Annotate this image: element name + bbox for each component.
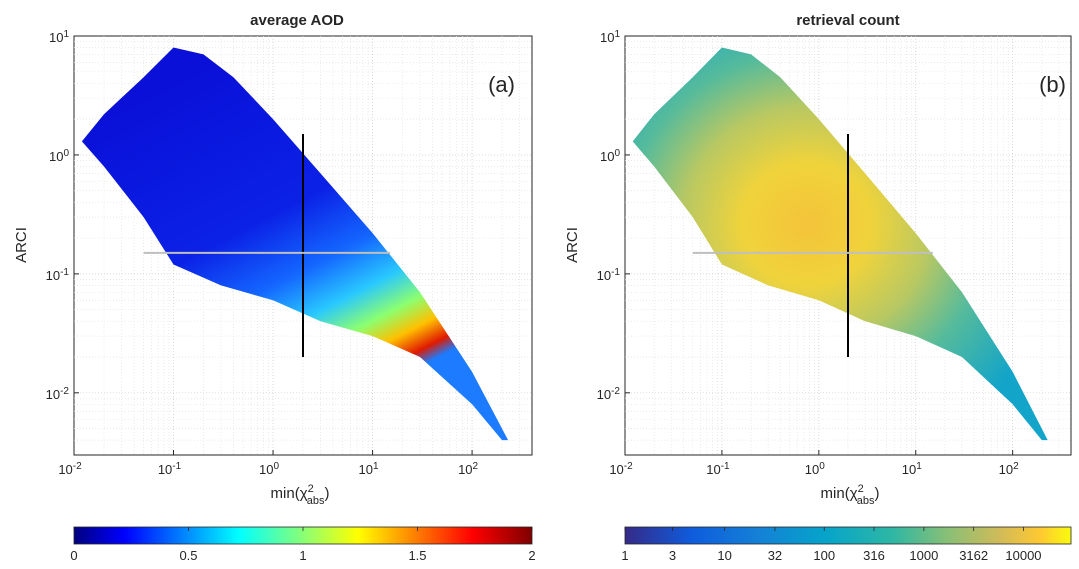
y-tick-label: 10-2 [597, 385, 621, 402]
colorbar-tick-label: 3 [669, 548, 676, 563]
colorbar-tick-label: 3162 [959, 548, 988, 563]
colorbar-tick-label: 100 [813, 548, 835, 563]
colorbar-tick-label: 32 [768, 548, 782, 563]
x-tick-label: 101 [359, 461, 379, 478]
chart-b-colorbar [624, 526, 1072, 545]
colorbar-tick-label: 1.5 [408, 548, 426, 563]
chart-a-y-ticks: 10-2 10-1 100 101 [46, 29, 79, 402]
y-tick-label: 101 [600, 29, 620, 46]
x-tick-label: 10-1 [706, 461, 730, 478]
colorbar-tick-label: 10000 [1005, 548, 1041, 563]
y-tick-label: 10-2 [46, 385, 70, 402]
chart-b-x-axis-label: min(χ2 abs) [821, 483, 880, 507]
x-tick-label: 101 [902, 461, 922, 478]
x-tick-label: 102 [999, 461, 1019, 478]
chart-b-x-ticks: 10-2 10-1 100 101 102 [609, 450, 1019, 477]
chart-a-panel-label: (a) [488, 72, 515, 97]
chart-b-reference-lines [692, 133, 933, 358]
colorbar-tick-label: 0.5 [179, 548, 197, 563]
chart-b-colorbar-ticks: 1 3 10 32 100 316 1000 3162 10000 [621, 527, 1042, 563]
y-tick-label: 100 [49, 147, 69, 164]
colorbar-tick-label: 1 [299, 548, 306, 563]
y-tick-label: 100 [600, 147, 620, 164]
colorbar-tick-label: 0 [70, 548, 77, 563]
chart-a-colorbar-ticks: 0 0.5 1 1.5 2 [70, 527, 536, 563]
x-tick-label: 102 [458, 461, 478, 478]
y-tick-label: 101 [49, 29, 69, 46]
colorbar-tick-label: 1000 [909, 548, 938, 563]
y-tick-label: 10-1 [46, 266, 70, 283]
x-tick-label: 100 [259, 461, 279, 478]
chart-b-y-ticks: 10-2 10-1 100 101 [597, 29, 630, 402]
chart-a-data-region [81, 47, 509, 441]
chart-b-y-axis-label: ARCI [564, 227, 581, 263]
x-tick-label: 100 [805, 461, 825, 478]
chart-b-panel-label: (b) [1039, 72, 1066, 97]
x-tick-label: 10-1 [158, 461, 182, 478]
chart-a-x-axis-label: min(χ2 abs) [271, 483, 330, 507]
x-tick-label: 10-2 [609, 461, 633, 478]
chart-a-reference-lines [143, 133, 391, 358]
panel-b: retrieval count 10-2 10-1 100 101 102 10-210… [564, 12, 1072, 563]
colorbar-tick-label: 316 [863, 548, 885, 563]
chart-a-x-ticks: 10-2 10-1 100 101 102 [58, 450, 479, 478]
colorbar-tick-label: 2 [528, 548, 535, 563]
colorbar-tick-label: 1 [621, 548, 628, 563]
chart-b-data-region [632, 47, 1048, 441]
chart-a-y-axis-label: ARCI [13, 227, 30, 263]
x-tick-label: 10-2 [58, 461, 82, 478]
chart-a-title: average AOD [250, 12, 344, 29]
y-tick-label: 10-1 [597, 266, 621, 283]
chart-b-title: retrieval count [796, 12, 899, 29]
colorbar-tick-label: 10 [717, 548, 731, 563]
panel-a: average AOD 10-2 10-1 100 101 102 10-210-110… [13, 12, 536, 563]
